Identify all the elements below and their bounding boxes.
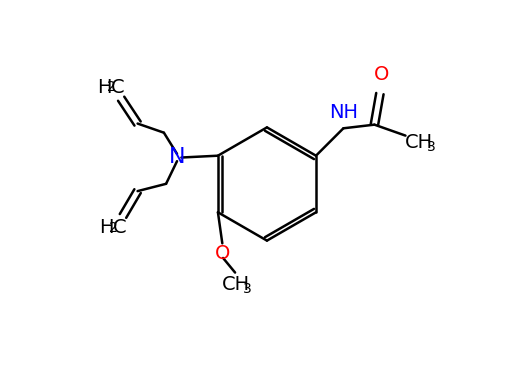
Text: C: C (113, 218, 126, 237)
Text: CH: CH (404, 133, 433, 152)
Text: H: H (99, 218, 114, 237)
Text: O: O (216, 244, 231, 263)
Text: CH: CH (222, 275, 250, 294)
Text: C: C (111, 78, 124, 96)
Text: 2: 2 (109, 221, 118, 235)
Text: NH: NH (329, 103, 358, 122)
Text: H: H (97, 78, 112, 96)
Text: 3: 3 (243, 282, 252, 296)
Text: O: O (374, 66, 390, 85)
Text: 2: 2 (108, 80, 116, 94)
Text: 3: 3 (427, 139, 436, 153)
Text: N: N (169, 147, 185, 167)
